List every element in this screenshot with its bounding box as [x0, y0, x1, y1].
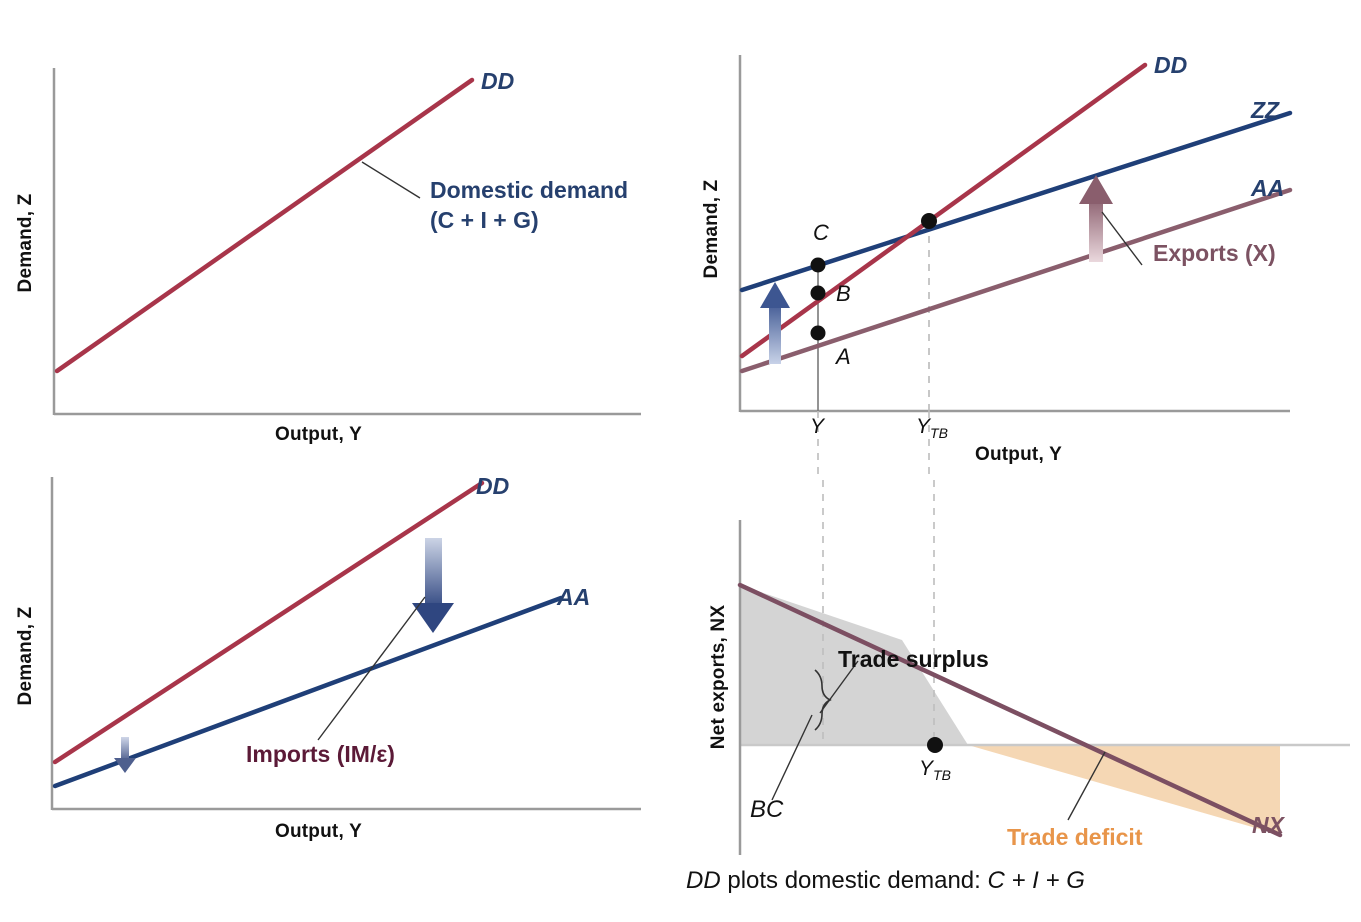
x-tick-ytb-sub: TB	[930, 425, 948, 442]
bc-brace	[814, 669, 832, 731]
bc-leader-line	[771, 714, 813, 801]
exports-leader-line	[1101, 211, 1143, 266]
point-a	[810, 325, 826, 341]
domestic-demand-annotation-line2: (C + I + G)	[430, 207, 539, 233]
bottom-right-panel: Net exports, NX Trade surplus Trade defi…	[690, 480, 1361, 880]
exports-arrow	[1079, 175, 1113, 262]
trade-surplus-label: Trade surplus	[838, 646, 989, 672]
dd-curve	[54, 77, 475, 374]
y-axis-label-demand-z: Demand, Z	[701, 179, 722, 279]
nx-curve-label: NX	[1252, 812, 1284, 838]
x-axis-label-output-y: Output, Y	[275, 424, 362, 445]
ytb-tick-label: YTB	[919, 757, 951, 783]
top-left-panel: Demand, Z Output, Y DD Domestic demand (…	[0, 0, 680, 455]
trade-deficit-region	[968, 745, 1280, 835]
imports-arrow-small	[114, 737, 136, 773]
x-tick-y: Y	[810, 415, 825, 438]
caption-lead: DD	[686, 867, 721, 894]
bottom-right-plot	[737, 480, 1350, 855]
zz-curve	[739, 110, 1293, 293]
top-right-panel: Demand, Z Output, Y DD ZZ AA A B C Y YTB…	[690, 0, 1361, 480]
imports-arrow-large	[412, 538, 454, 633]
imports-leader-line	[317, 596, 426, 741]
nx-curve	[737, 582, 1283, 838]
point-ytb	[927, 737, 943, 753]
y-axis-label-net-exports-nx: Net exports, NX	[708, 592, 730, 762]
bottom-left-panel: Demand, Z Output, Y DD AA Imports (IM/ε)	[0, 455, 680, 880]
dd-curve-label: DD	[476, 473, 510, 499]
y-axis-label-text: Net exports, NX	[708, 604, 729, 750]
aa-to-zz-arrow	[760, 282, 790, 364]
dd-curve	[52, 480, 485, 765]
dd-curve-label: DD	[481, 68, 515, 94]
trade-surplus-leader-line	[819, 660, 859, 714]
caption-tail: C + I + G	[987, 867, 1085, 894]
point-b	[810, 285, 826, 301]
x-axis-label-output-y: Output, Y	[975, 444, 1062, 465]
ytb-tick-base: Y	[919, 757, 934, 780]
bc-label: BC	[750, 796, 784, 823]
top-right-plot	[738, 55, 1293, 480]
point-label-b: B	[836, 281, 851, 306]
y-axis-label-demand-z: Demand, Z	[15, 193, 36, 293]
imports-annotation: Imports (IM/ε)	[246, 741, 395, 767]
point-label-a: A	[836, 344, 851, 369]
exports-annotation: Exports (X)	[1153, 240, 1276, 266]
top-left-plot	[52, 68, 641, 416]
zz-curve-label: ZZ	[1251, 97, 1280, 123]
dd-curve	[739, 62, 1148, 359]
dd-leader-line	[361, 161, 421, 199]
x-tick-ytb: YTB	[916, 415, 948, 441]
point-label-c: C	[813, 220, 829, 245]
x-tick-ytb-base: Y	[916, 415, 931, 438]
aa-curve	[739, 187, 1293, 374]
aa-curve	[52, 595, 564, 789]
point-ytb-intersection	[921, 213, 937, 229]
caption-mid: plots domestic demand:	[720, 867, 988, 894]
dd-curve-label: DD	[1154, 52, 1188, 78]
figure-caption: DD plots domestic demand: C + I + G	[686, 867, 1085, 895]
trade-deficit-leader-line	[1067, 751, 1106, 821]
domestic-demand-annotation-line1: Domestic demand	[430, 177, 629, 203]
y-axis-label-demand-z: Demand, Z	[15, 606, 36, 706]
trade-deficit-label: Trade deficit	[1007, 824, 1143, 850]
x-axis-label-output-y: Output, Y	[275, 821, 362, 842]
point-c	[810, 257, 826, 273]
aa-curve-label: AA	[1251, 175, 1285, 201]
bottom-left-plot	[50, 477, 641, 811]
trade-surplus-region	[740, 585, 902, 745]
aa-curve-label: AA	[557, 584, 591, 610]
ytb-tick-sub: TB	[933, 767, 951, 784]
